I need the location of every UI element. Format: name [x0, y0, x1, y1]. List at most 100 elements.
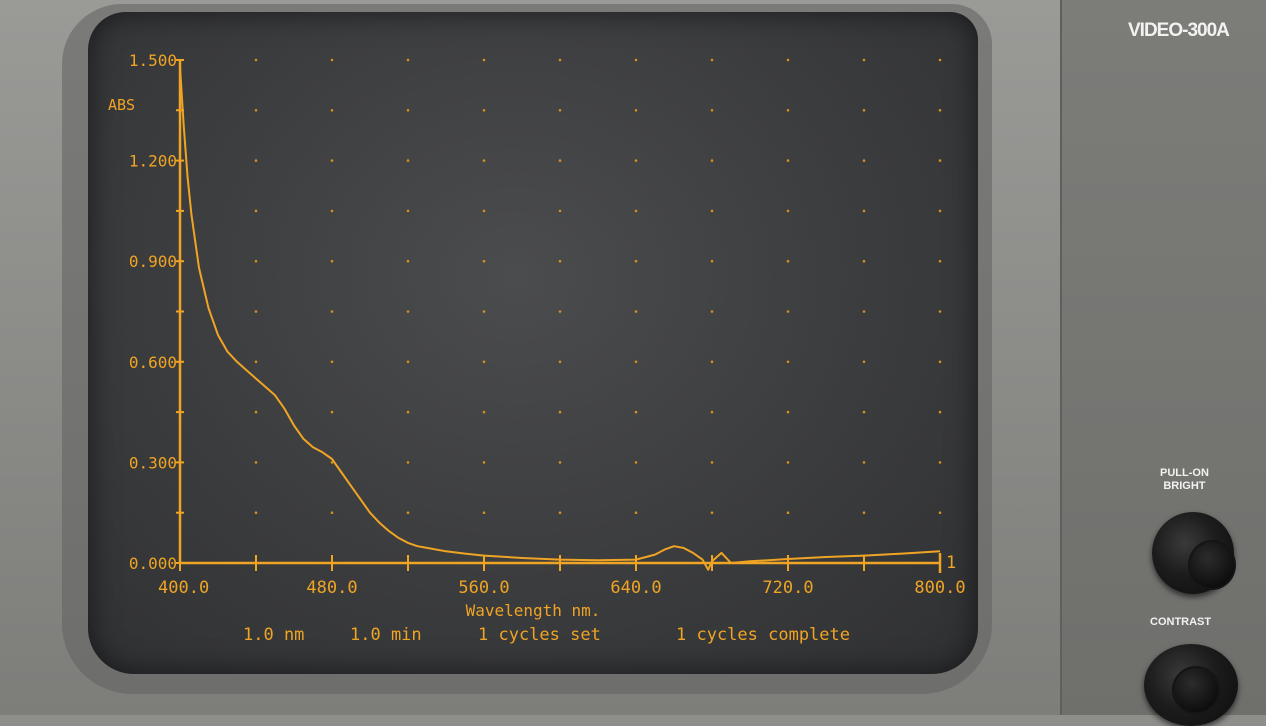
contrast-knob-cap[interactable]	[1172, 666, 1220, 714]
y-axis-label: ABS	[108, 96, 135, 114]
grid-dot	[482, 310, 486, 313]
grid-dot	[786, 159, 790, 162]
grid-dot	[938, 259, 942, 263]
grid-dot	[254, 461, 258, 464]
grid-dot	[862, 58, 866, 62]
grid-dot	[710, 410, 714, 414]
bright-control-label: PULL-ON BRIGHT	[1160, 467, 1209, 492]
y-tick-label: 1.200	[129, 152, 177, 171]
grid-dot	[786, 310, 790, 313]
x-axis-label: Wavelength nm.	[466, 601, 601, 620]
chart-axes	[178, 60, 942, 573]
grid-dot	[710, 159, 714, 162]
grid-dot	[710, 360, 714, 364]
grid-dot	[786, 58, 790, 62]
brightness-knob-cap[interactable]	[1188, 540, 1236, 590]
grid-dot	[938, 511, 942, 514]
grid-dot	[862, 410, 866, 414]
grid-dot	[938, 310, 942, 313]
grid-dot	[786, 410, 790, 414]
x-tick-label: 480.0	[306, 578, 357, 598]
grid-dot	[254, 58, 258, 62]
grid-dot	[330, 461, 334, 464]
grid-dot	[482, 109, 486, 112]
contrast-knob[interactable]	[1144, 644, 1238, 726]
grid-dots	[254, 58, 942, 514]
spectrum-trace	[179, 66, 941, 571]
grid-dot	[254, 209, 258, 213]
x-tick-label: 720.0	[762, 578, 813, 598]
grid-dot	[786, 360, 790, 364]
grid-dot	[938, 109, 942, 112]
grid-dot	[710, 209, 714, 213]
grid-dot	[862, 360, 866, 364]
grid-dot	[482, 159, 486, 162]
grid-dot	[406, 159, 410, 162]
grid-dot	[482, 461, 486, 464]
grid-dot	[558, 310, 562, 313]
grid-dot	[862, 461, 866, 464]
grid-dot	[786, 259, 790, 263]
grid-dot	[634, 209, 638, 213]
grid-dot	[786, 461, 790, 464]
grid-dot	[254, 410, 258, 414]
grid-dot	[330, 109, 334, 112]
grid-dot	[634, 259, 638, 263]
grid-dot	[634, 109, 638, 112]
contrast-control-label: CONTRAST	[1150, 616, 1212, 628]
grid-dot	[254, 109, 258, 112]
grid-dot	[558, 58, 562, 62]
grid-dot	[254, 360, 258, 364]
grid-dot	[406, 259, 410, 263]
grid-dot	[406, 410, 410, 414]
x-tick-label: 560.0	[458, 578, 509, 598]
grid-dot	[558, 159, 562, 162]
grid-dot	[330, 58, 334, 62]
grid-dot	[330, 209, 334, 213]
grid-dot	[634, 410, 638, 414]
grid-dot	[330, 259, 334, 263]
grid-dot	[786, 209, 790, 213]
grid-dot	[862, 310, 866, 313]
x-tick-label: 800.0	[914, 578, 965, 598]
grid-dot	[938, 209, 942, 213]
grid-dot	[862, 109, 866, 112]
grid-dot	[938, 360, 942, 364]
brightness-knob[interactable]	[1152, 512, 1236, 594]
grid-dot	[330, 360, 334, 364]
grid-dot	[482, 360, 486, 364]
x-tick-label: 640.0	[610, 578, 661, 598]
grid-dot	[786, 109, 790, 112]
y-tick-label: 1.500	[129, 51, 177, 70]
y-tick-label: 0.600	[129, 353, 177, 372]
grid-dot	[254, 259, 258, 263]
grid-dot	[254, 159, 258, 162]
grid-dot	[558, 410, 562, 414]
grid-dot	[406, 360, 410, 364]
grid-dot	[558, 461, 562, 464]
y-tick-label: 0.000	[129, 554, 177, 573]
status-bandwidth: 1.0 nm	[243, 625, 304, 645]
grid-dot	[634, 511, 638, 514]
grid-dot	[710, 461, 714, 464]
grid-dot	[330, 310, 334, 313]
grid-dot	[406, 58, 410, 62]
grid-dot	[406, 310, 410, 313]
grid-dot	[406, 511, 410, 514]
y-tick-label: 0.900	[129, 252, 177, 271]
brand-label: VIDEO-300A	[1128, 20, 1230, 41]
grid-dot	[482, 410, 486, 414]
crt-screen: 0.000 0.300 0.600 0.900 1.200 1.500 400.0 480.0…	[88, 12, 978, 674]
grid-dot	[330, 410, 334, 414]
grid-dot	[482, 259, 486, 263]
grid-dot	[406, 461, 410, 464]
grid-dot	[558, 209, 562, 213]
grid-dot	[862, 511, 866, 514]
tick-labels: 0.000 0.300 0.600 0.900 1.200 1.500 400.0 480.0…	[129, 51, 966, 598]
grid-dot	[786, 511, 790, 514]
grid-dot	[710, 511, 714, 514]
grid-dot	[330, 511, 334, 514]
grid-dot	[938, 58, 942, 62]
grid-dot	[558, 360, 562, 364]
grid-dot	[254, 511, 258, 514]
